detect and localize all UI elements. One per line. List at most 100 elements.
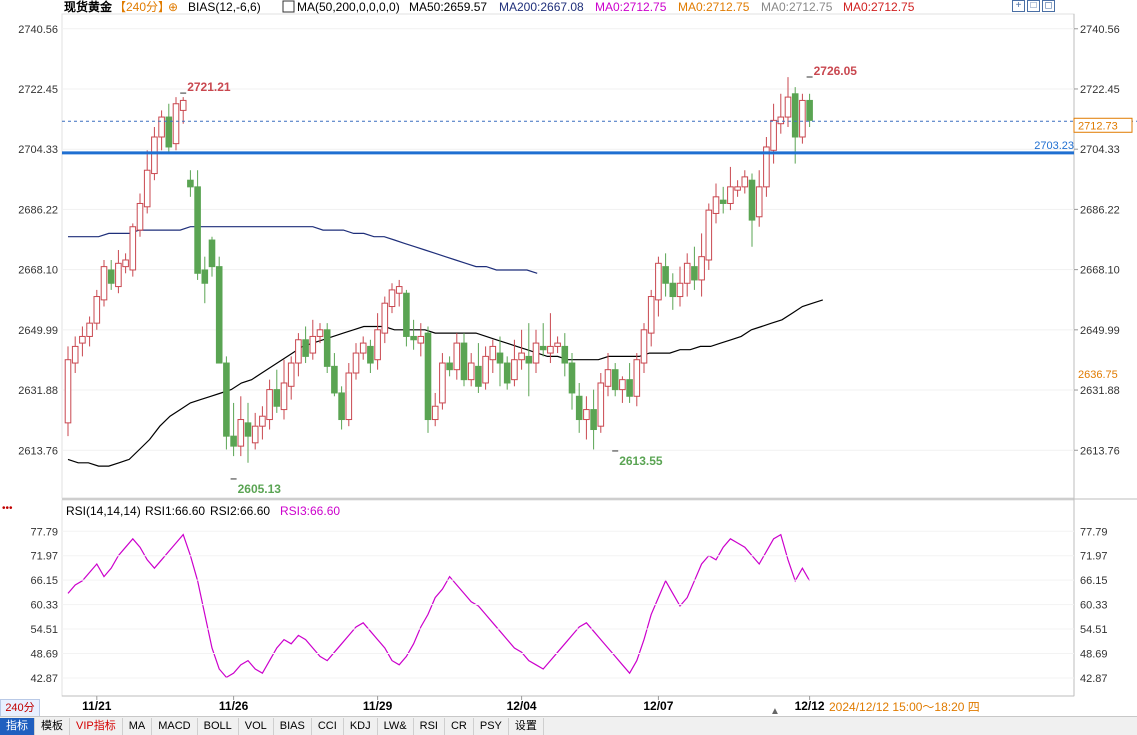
tab-lw[interactable]: LW& (378, 717, 414, 735)
add-indicator-icon[interactable]: ⊕ (168, 0, 178, 14)
candle-up (64, 359, 72, 424)
price-axis-label-left: 2704.33 (18, 144, 58, 156)
candle-up (727, 186, 734, 204)
annotation-low-1: 2605.13 (238, 482, 282, 496)
ma0-value-d: MA0:2712.75 (843, 0, 915, 14)
tab-cr[interactable]: CR (445, 717, 474, 735)
rsi-chart-area[interactable] (61, 499, 1075, 697)
candlestick-series (64, 77, 813, 463)
period-badge[interactable]: 240分 (0, 699, 40, 717)
candle-up (734, 186, 741, 191)
tab-rsi[interactable]: RSI (414, 717, 445, 735)
ma0-value-b: MA0:2712.75 (678, 0, 750, 14)
candle-down (748, 179, 756, 221)
candle-up (136, 202, 144, 231)
price-axis-label-right: 2631.88 (1080, 385, 1120, 397)
candle-up (359, 342, 367, 354)
price-axis-label-left: 2722.45 (18, 84, 58, 96)
candle-up (100, 266, 108, 301)
price-axis-label-right: 2722.45 (1080, 84, 1120, 96)
tab-boll[interactable]: BOLL (198, 717, 239, 735)
maximize-icon[interactable]: ◻ (1042, 0, 1055, 12)
tab-bias[interactable]: BIAS (274, 717, 312, 735)
time-range-label: 2024/12/12 15:00～18:20 四 (829, 700, 980, 714)
price-axis-label-left: 2631.88 (18, 385, 58, 397)
tab-template[interactable]: 模板 (35, 717, 70, 735)
candle-down (503, 362, 511, 384)
candle-up (676, 282, 684, 298)
window-icon[interactable]: □ (1027, 0, 1040, 12)
indicator-tab-bar: 指标 模板 VIP指标 MA MACD BOLL VOL BIAS CCI KD… (0, 716, 1137, 735)
candle-down (331, 365, 338, 394)
candle-down (719, 199, 727, 204)
candle-down (590, 409, 597, 431)
ma0-value-c: MA0:2712.75 (761, 0, 833, 14)
price-axis-label-right: 2686.22 (1080, 204, 1120, 216)
tab-kdj[interactable]: KDJ (344, 717, 378, 735)
date-axis: 11/21 11/26 11/29 12/04 12/07 12/12 (82, 696, 825, 713)
candle-up (395, 286, 403, 294)
candle-up (158, 116, 165, 138)
rsi-axis-label-right: 48.69 (1080, 649, 1108, 661)
candle-up (799, 99, 806, 138)
candle-down (403, 292, 410, 337)
tab-indicator[interactable]: 指标 (0, 717, 35, 735)
rsi-axis-label-left: 77.79 (30, 526, 58, 538)
tab-macd[interactable]: MACD (152, 717, 198, 735)
candle-up (741, 176, 749, 188)
ma50-line (67, 299, 823, 467)
tab-ma[interactable]: MA (123, 717, 153, 735)
price-axis-label-left: 2668.10 (18, 265, 58, 277)
tab-vip-indicator[interactable]: VIP指标 (70, 717, 123, 735)
window-toolbar: + □ ◻ (1012, 0, 1055, 13)
indicator-icon[interactable] (282, 0, 295, 13)
candle-down (165, 116, 173, 148)
candle-down (611, 369, 619, 391)
candle-up (489, 345, 497, 361)
date-label: 11/26 (219, 699, 249, 713)
price-axis-label-right: 2649.99 (1080, 325, 1120, 337)
annotation-low-2: 2613.55 (619, 454, 663, 468)
cursor-marker-icon: ▲ (770, 706, 780, 717)
price-axis-label-left: 2613.76 (18, 445, 58, 457)
rsi1-value: RSI1:66.60 (145, 504, 205, 518)
candle-down (806, 99, 813, 121)
candle-up (143, 169, 151, 208)
candle-up (482, 355, 489, 384)
candle-up (172, 103, 180, 145)
grid-icon[interactable]: + (1012, 0, 1025, 12)
candle-down (475, 365, 482, 387)
main-chart-area[interactable] (61, 13, 1075, 499)
ma50-series (67, 299, 823, 467)
candle-up (129, 226, 137, 271)
price-axis-label-left: 2686.22 (18, 204, 58, 216)
tab-vol[interactable]: VOL (239, 717, 274, 735)
candle-up (597, 382, 605, 427)
candle-down (302, 339, 309, 357)
rsi-axis-label-left: 48.69 (30, 649, 58, 661)
rsi-axis-label-right: 60.33 (1080, 600, 1108, 612)
candle-up (777, 116, 785, 125)
tab-cci[interactable]: CCI (312, 717, 344, 735)
symbol-title: 现货黄金 (64, 0, 113, 14)
candle-up (453, 342, 461, 371)
rsi-axis-right: 77.79 71.97 66.15 60.33 54.51 48.69 42.87 (1080, 526, 1108, 685)
candle-down (496, 352, 504, 364)
candle-down (107, 269, 115, 284)
annotation-high-1: 2721.21 (187, 80, 231, 94)
date-label: 12/07 (643, 699, 673, 713)
ma50-value: MA50:2659.57 (409, 0, 487, 14)
grid-lines (62, 28, 1078, 451)
candle-up (755, 186, 763, 218)
candle-up (619, 379, 626, 391)
candle-up (115, 262, 122, 288)
ma200-line (68, 226, 538, 274)
tab-psy[interactable]: PSY (474, 717, 509, 735)
rsi-axis-label-right: 42.87 (1080, 673, 1108, 685)
candle-down (230, 435, 237, 447)
candle-up (71, 345, 79, 364)
tab-settings[interactable]: 设置 (509, 717, 544, 735)
candle-up (633, 359, 641, 397)
candle-up (93, 296, 101, 324)
